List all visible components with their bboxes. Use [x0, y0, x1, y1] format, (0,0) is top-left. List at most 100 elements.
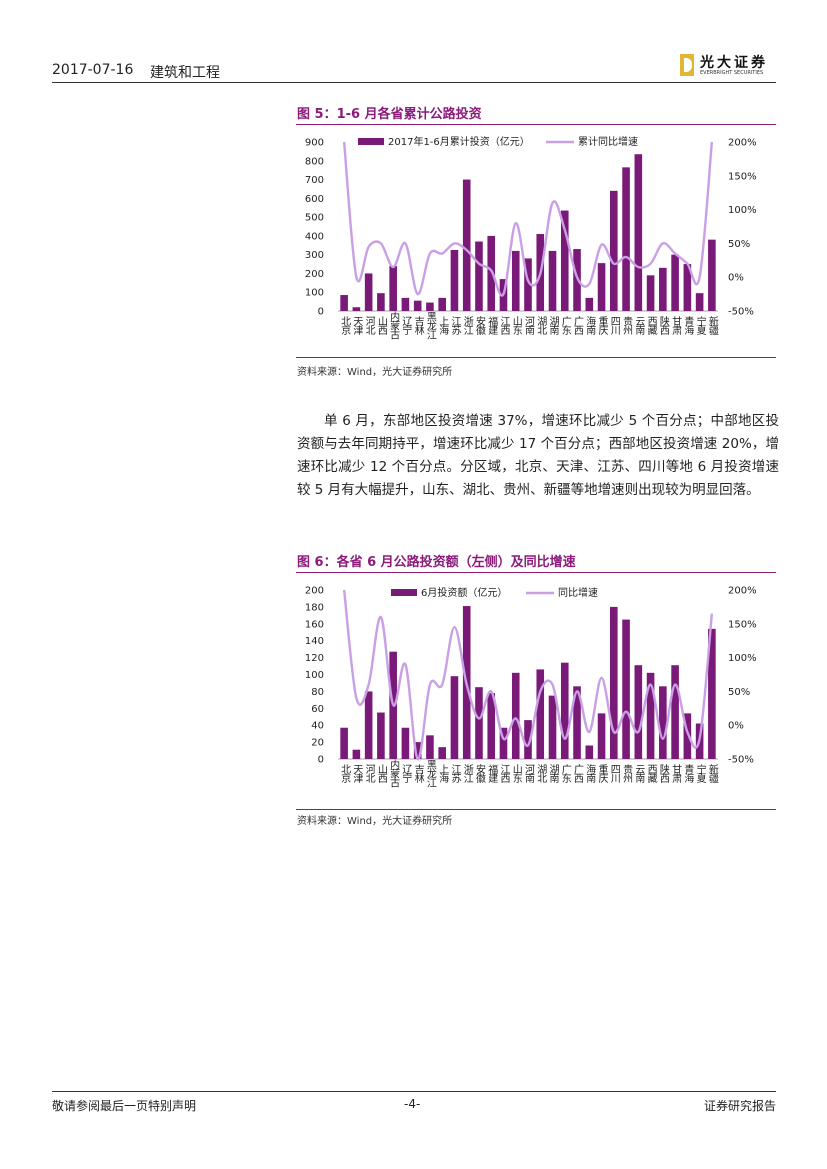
bar-福建	[487, 235, 496, 311]
x-category-label: 河南	[523, 764, 535, 783]
y-left-tick-label: 140	[305, 636, 324, 647]
x-category-label: 上海	[437, 316, 449, 336]
y-left-tick-label: 0	[318, 307, 324, 318]
bar-山东	[511, 672, 520, 759]
x-category-label: 四川	[608, 316, 620, 335]
bar-广东	[560, 662, 569, 759]
logo-text-en: EVERBRIGHT SECURITIES	[700, 70, 764, 76]
bar-河北	[364, 273, 373, 311]
report-date: 2017-07-16	[52, 62, 134, 78]
bar-江苏	[450, 249, 459, 311]
x-category-label: 重庆	[596, 315, 608, 336]
x-category-label: 海南	[584, 315, 596, 335]
legend-bar-label: 2017年1-6月累计投资（亿元）	[388, 135, 530, 148]
x-category-label: 天津	[351, 764, 363, 784]
bar-江西	[499, 727, 508, 759]
logo-text-cn: 光大证券	[700, 55, 768, 71]
bar-江苏	[450, 676, 459, 759]
x-category-label: 湖北	[535, 316, 547, 335]
y-left-tick-label: 600	[305, 194, 324, 205]
bar-四川	[610, 606, 618, 759]
bar-吉林	[413, 300, 422, 311]
legend-line-label: 同比增速	[558, 586, 598, 599]
x-category-label: 福建	[486, 763, 498, 783]
x-category-label: 湖北	[535, 764, 547, 783]
x-category-label: 湖南	[547, 316, 559, 335]
y-right-tick-label: 150%	[728, 171, 757, 182]
bar-广西	[573, 249, 581, 311]
y-right-tick-label: 50%	[728, 687, 750, 698]
bar-海南	[585, 297, 594, 311]
x-category-label: 吉林	[412, 316, 424, 336]
x-category-label: 青海	[682, 763, 694, 784]
bar-浙江	[462, 179, 471, 311]
x-category-label: 北京	[339, 316, 351, 336]
bar-天津	[352, 749, 361, 759]
y-left-tick-label: 200	[305, 269, 324, 280]
x-category-label: 陕西	[657, 315, 669, 335]
y-left-tick-label: 500	[305, 213, 324, 224]
x-category-label: 河北	[363, 764, 375, 783]
x-category-label: 甘肃	[670, 763, 682, 784]
bar-新疆	[708, 239, 716, 311]
x-category-label: 广东	[559, 764, 571, 783]
y-left-tick-label: 60	[311, 704, 324, 715]
bar-海南	[585, 745, 594, 759]
y-right-tick-label: 0%	[728, 273, 744, 284]
bar-北京	[340, 727, 348, 759]
x-category-label: 上海	[437, 764, 449, 784]
x-category-label: 甘肃	[670, 315, 682, 336]
figure6-frame: 0 20 40 60 80 100 120 140 160 180 200 -50% 0% 50% 100%…	[296, 572, 776, 810]
x-category-label: 黑龙江	[424, 311, 436, 339]
legend-line-label: 累计同比增速	[578, 135, 638, 148]
bar-安徽	[475, 687, 483, 759]
y-right-tick-label: -50%	[728, 307, 754, 318]
x-category-label: 广西	[572, 764, 584, 783]
x-category-label: 重庆	[596, 763, 608, 784]
page-header: 2017-07-16 建筑和工程 光大证券 EVERBRIGHT SECURIT…	[52, 54, 776, 82]
figure6-source: 资料来源：Wind，光大证券研究所	[297, 816, 453, 827]
y-right-tick-label: 50%	[728, 239, 750, 250]
bar-湖南	[548, 695, 557, 759]
figure5-title: 图 5：1-6 月各省累计公路投资	[297, 107, 482, 122]
bar-黑龙江	[426, 302, 434, 311]
bar-西藏	[646, 672, 655, 759]
x-category-label: 吉林	[412, 764, 424, 784]
x-category-label: 天津	[351, 316, 363, 336]
x-category-label: 青海	[682, 315, 694, 336]
x-category-label: 山东	[510, 316, 522, 335]
y-left-tick-label: 300	[305, 250, 324, 261]
x-category-label: 山西	[375, 764, 387, 783]
y-right-tick-label: 100%	[728, 653, 757, 664]
x-category-label: 安徽	[473, 315, 485, 336]
y-right-tick-label: 200%	[728, 138, 757, 149]
bar-吉林	[413, 742, 422, 759]
x-category-label: 宁夏	[694, 315, 706, 335]
bar-西藏	[646, 275, 655, 311]
x-category-label: 浙江	[461, 316, 473, 335]
x-category-label: 江西	[498, 764, 510, 783]
y-left-tick-label: 120	[305, 653, 324, 664]
growth-rate-line	[342, 141, 714, 297]
bar-青海	[683, 713, 692, 759]
bar-新疆	[708, 628, 716, 759]
y-right-tick-label: 200%	[728, 586, 757, 597]
x-category-label: 湖南	[547, 764, 559, 783]
bar-河南	[524, 258, 532, 311]
bar-福建	[487, 693, 496, 759]
bar-甘肃	[671, 254, 679, 311]
x-category-label: 新疆	[706, 763, 718, 784]
x-category-label: 江苏	[449, 316, 461, 336]
bar-湖南	[548, 250, 557, 311]
growth-rate-line	[342, 589, 714, 761]
x-category-label: 宁夏	[694, 763, 706, 783]
y-left-tick-label: 100	[305, 670, 324, 681]
bar-广西	[573, 686, 581, 759]
bar-河北	[364, 691, 373, 759]
footer-disclaimer: 敬请参阅最后一页特别声明	[52, 1099, 197, 1113]
bar-上海	[438, 297, 446, 311]
x-category-label: 江西	[498, 316, 510, 335]
y-left-tick-label: 0	[318, 755, 324, 766]
bar-陕西	[659, 686, 667, 759]
x-category-label: 新疆	[706, 315, 718, 336]
